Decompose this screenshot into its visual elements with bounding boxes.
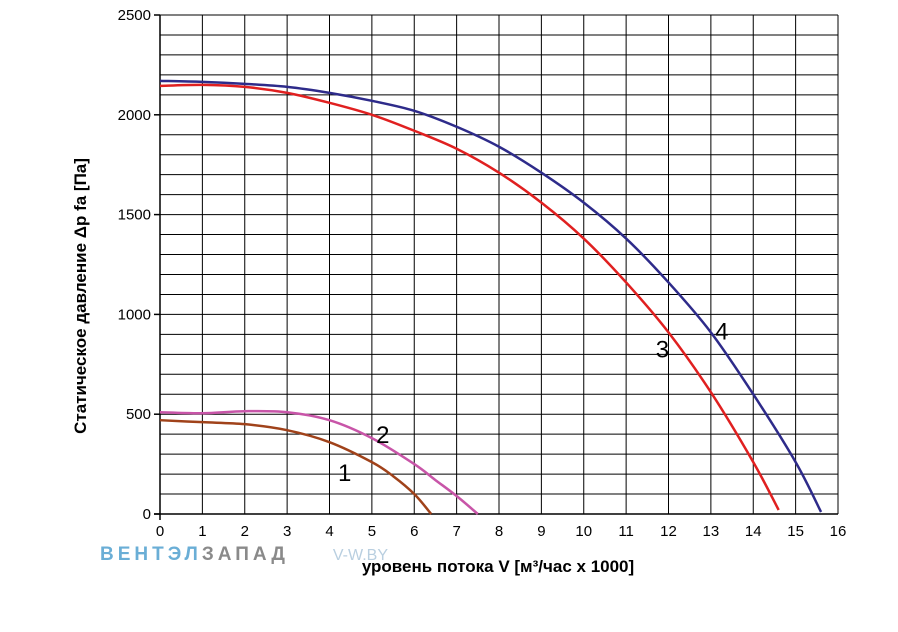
y-tick-label: 1000 xyxy=(118,306,151,323)
y-tick-label: 1500 xyxy=(118,207,151,224)
curve-label-3: 3 xyxy=(656,336,669,363)
y-tick-label: 2500 xyxy=(118,7,151,24)
logo-part-3: V-W.BY xyxy=(332,547,388,564)
y-tick-label: 500 xyxy=(126,406,151,423)
series-line-2 xyxy=(159,409,479,515)
logo-part-1: ВЕНТЭЛ xyxy=(100,544,202,565)
y-axis-label: Статическое давление Δp fa [Па] xyxy=(71,158,90,434)
x-tick-label: 3 xyxy=(283,523,291,540)
series-group xyxy=(159,79,823,515)
series-line-4 xyxy=(159,79,823,513)
series-line-3 xyxy=(159,83,780,511)
x-tick-label: 10 xyxy=(575,523,592,540)
curve-label-1: 1 xyxy=(338,460,351,487)
x-tick-label: 13 xyxy=(703,523,720,540)
x-tick-label: 16 xyxy=(830,523,847,540)
tick-labels: 0 1 2 3 4 5 6 7 8 9 10 11 12 13 14 15 160500100015002000… xyxy=(118,7,847,540)
y-tick-label: 0 xyxy=(143,506,151,523)
x-axis-label: уровень потока V [м³/час x 1000] xyxy=(362,557,634,576)
series-line-1 xyxy=(159,418,433,515)
x-tick-label: 4 xyxy=(325,523,333,540)
x-tick-label: 5 xyxy=(368,523,376,540)
brand-logo: ВЕНТЭЛЗАПАД V-W.BY xyxy=(100,544,388,566)
x-tick-label: 1 xyxy=(198,523,206,540)
x-tick-label: 7 xyxy=(452,523,460,540)
curve-label-4: 4 xyxy=(715,318,728,345)
curve-label-2: 2 xyxy=(376,422,389,449)
y-tick-label: 2000 xyxy=(118,107,151,124)
x-tick-label: 11 xyxy=(618,523,634,540)
x-tick-label: 2 xyxy=(241,523,249,540)
x-tick-label: 15 xyxy=(787,523,804,540)
logo-part-2: ЗАПАД xyxy=(201,544,289,565)
x-tick-label: 14 xyxy=(745,523,762,540)
x-tick-label: 8 xyxy=(495,523,503,540)
curve-labels: 12 3 4 xyxy=(338,318,728,487)
axes xyxy=(154,14,838,520)
x-tick-label: 0 xyxy=(156,523,164,540)
x-tick-label: 6 xyxy=(410,523,418,540)
x-tick-label: 12 xyxy=(660,523,677,540)
x-tick-label: 9 xyxy=(537,523,545,540)
